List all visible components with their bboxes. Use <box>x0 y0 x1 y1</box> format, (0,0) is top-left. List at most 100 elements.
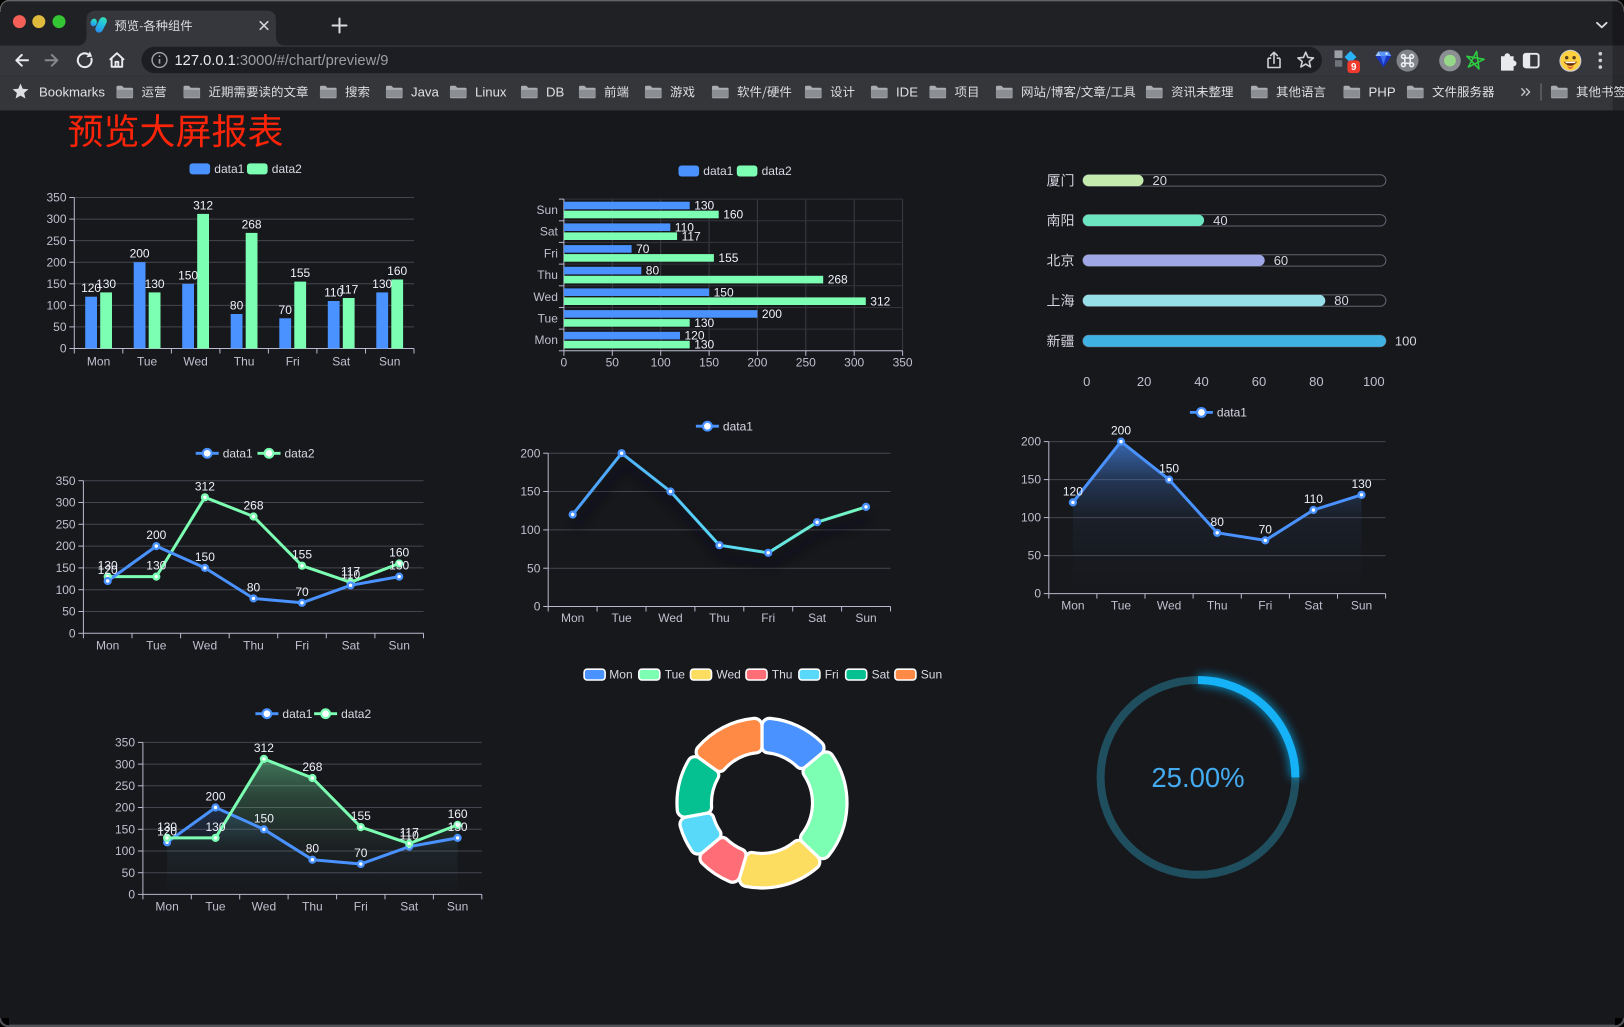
svg-text:Sat: Sat <box>872 668 891 682</box>
svg-text:120: 120 <box>1063 484 1083 498</box>
svg-text:Sun: Sun <box>1351 599 1372 613</box>
svg-text:Tue: Tue <box>538 311 559 325</box>
svg-text:130: 130 <box>694 316 714 330</box>
svg-text:IDE: IDE <box>896 85 918 100</box>
svg-text:130: 130 <box>205 820 225 834</box>
svg-text:150: 150 <box>254 811 274 825</box>
svg-text:40: 40 <box>1194 374 1208 389</box>
svg-text:150: 150 <box>1159 462 1179 476</box>
svg-text:300: 300 <box>56 496 76 510</box>
svg-text:0: 0 <box>534 600 541 614</box>
svg-text:155: 155 <box>290 266 310 280</box>
svg-text:200: 200 <box>520 446 540 460</box>
svg-text:110: 110 <box>400 829 419 843</box>
svg-text:Tue: Tue <box>665 668 686 682</box>
svg-text:data1: data1 <box>214 162 244 176</box>
svg-text:Sun: Sun <box>921 668 942 682</box>
svg-text:Fri: Fri <box>544 246 558 260</box>
svg-text:Sun: Sun <box>537 203 558 217</box>
svg-text:Wed: Wed <box>533 290 557 304</box>
svg-text:50: 50 <box>122 866 136 880</box>
svg-text:130: 130 <box>96 277 116 291</box>
svg-text:155: 155 <box>351 809 371 823</box>
svg-text:155: 155 <box>292 548 312 562</box>
svg-text:312: 312 <box>195 479 215 493</box>
svg-text:130: 130 <box>98 559 118 573</box>
svg-text:Wed: Wed <box>716 668 740 682</box>
svg-text:0: 0 <box>561 356 568 370</box>
svg-text:50: 50 <box>606 356 620 370</box>
svg-text:100: 100 <box>115 844 135 858</box>
svg-text:Mon: Mon <box>155 900 178 914</box>
svg-text:Wed: Wed <box>183 355 207 369</box>
svg-text:Mon: Mon <box>87 355 110 369</box>
svg-text:100: 100 <box>1021 511 1041 525</box>
svg-text:200: 200 <box>205 790 225 804</box>
svg-text:Fri: Fri <box>354 900 368 914</box>
svg-text:100: 100 <box>651 356 671 370</box>
svg-text:268: 268 <box>243 499 263 513</box>
svg-text:9: 9 <box>1351 62 1357 73</box>
svg-text:Tue: Tue <box>205 900 226 914</box>
svg-text:117: 117 <box>339 283 358 297</box>
svg-text:150: 150 <box>115 822 135 836</box>
svg-text:312: 312 <box>193 198 213 212</box>
svg-text:Thu: Thu <box>537 268 558 282</box>
svg-text:70: 70 <box>295 585 309 599</box>
svg-text:50: 50 <box>1028 549 1042 563</box>
svg-text:Linux: Linux <box>475 85 507 100</box>
svg-text:Thu: Thu <box>243 639 264 653</box>
svg-text:0: 0 <box>1083 374 1090 389</box>
svg-text:80: 80 <box>306 842 320 856</box>
svg-text:200: 200 <box>46 255 66 269</box>
svg-text:Mon: Mon <box>96 639 119 653</box>
svg-text:Fri: Fri <box>295 639 309 653</box>
svg-text:200: 200 <box>747 356 767 370</box>
svg-text:70: 70 <box>354 846 368 860</box>
svg-text:Thu: Thu <box>709 611 730 625</box>
svg-text:200: 200 <box>130 247 150 261</box>
svg-text:Fri: Fri <box>1258 599 1272 613</box>
svg-text:130: 130 <box>145 277 165 291</box>
svg-text:117: 117 <box>400 826 419 840</box>
svg-text:80: 80 <box>1334 293 1348 308</box>
svg-text:Mon: Mon <box>1061 599 1084 613</box>
svg-text:80: 80 <box>247 580 261 594</box>
svg-text:120: 120 <box>685 329 705 343</box>
svg-text:Tue: Tue <box>137 355 158 369</box>
svg-text:155: 155 <box>718 251 738 265</box>
svg-text:Fri: Fri <box>825 668 839 682</box>
svg-text:200: 200 <box>115 801 135 815</box>
svg-text:0: 0 <box>128 888 135 902</box>
svg-text:data2: data2 <box>762 164 792 178</box>
svg-text:150: 150 <box>699 356 719 370</box>
svg-text:Wed: Wed <box>193 639 217 653</box>
svg-text:120: 120 <box>81 281 101 295</box>
svg-text:300: 300 <box>115 757 135 771</box>
svg-text:150: 150 <box>178 268 198 282</box>
svg-text:150: 150 <box>714 285 734 299</box>
svg-text:300: 300 <box>46 212 66 226</box>
svg-text:Sat: Sat <box>540 225 559 239</box>
svg-text:150: 150 <box>56 561 76 575</box>
svg-text:Sun: Sun <box>379 355 400 369</box>
svg-text:130: 130 <box>157 820 177 834</box>
svg-text:117: 117 <box>341 564 360 578</box>
svg-text:Wed: Wed <box>252 900 276 914</box>
svg-text:data1: data1 <box>703 164 733 178</box>
svg-text:Wed: Wed <box>658 611 682 625</box>
svg-text:130: 130 <box>372 277 392 291</box>
svg-text:200: 200 <box>1111 424 1131 438</box>
svg-text:Mon: Mon <box>535 333 558 347</box>
svg-text:350: 350 <box>115 736 135 750</box>
svg-text:160: 160 <box>389 546 409 560</box>
svg-text:0: 0 <box>69 626 76 640</box>
svg-text:Tue: Tue <box>1111 599 1132 613</box>
svg-text:150: 150 <box>46 277 66 291</box>
svg-text:70: 70 <box>1259 522 1273 536</box>
svg-text:268: 268 <box>242 217 262 231</box>
svg-text:20: 20 <box>1137 374 1151 389</box>
svg-text:0: 0 <box>60 342 67 356</box>
svg-text:80: 80 <box>1309 374 1323 389</box>
svg-text:data1: data1 <box>723 419 753 433</box>
